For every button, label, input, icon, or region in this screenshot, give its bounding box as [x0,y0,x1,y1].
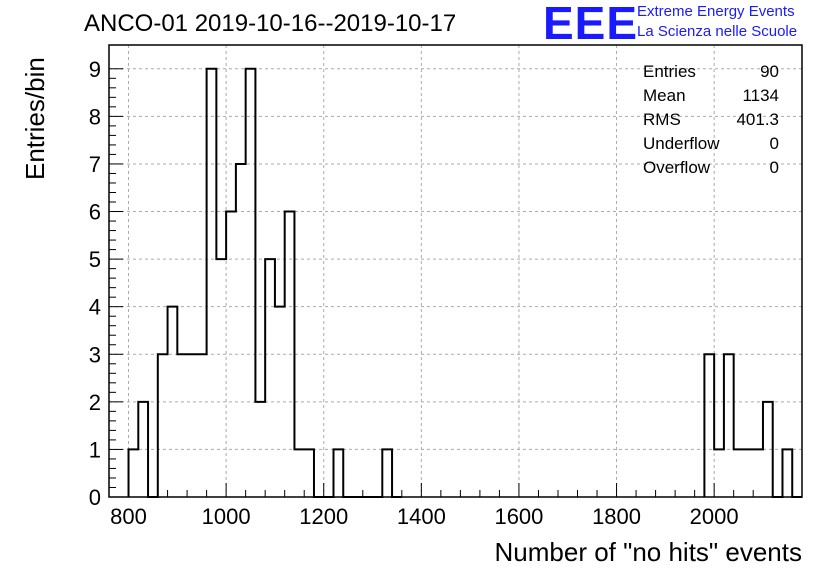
x-tick-label: 2000 [690,504,739,529]
eee-logo: EEE [543,0,639,49]
stat-value: 90 [760,62,779,81]
logo-caption-line2: La Scienza nelle Scuole [637,23,798,40]
y-tick-label: 4 [89,295,101,320]
y-tick-label: 6 [89,200,101,225]
y-tick-label: 9 [89,57,101,82]
stat-value: 0 [769,158,779,177]
stat-label: Entries [643,62,696,81]
y-tick-label: 0 [89,485,101,510]
x-tick-label: 1800 [592,504,641,529]
plot-frame [108,44,803,498]
y-tick-label: 7 [89,152,101,177]
stat-value: 1134 [742,86,779,105]
y-tick-label: 2 [89,390,101,415]
x-tick-label: 1000 [202,504,251,529]
logo-caption-line1: Extreme Energy Events [637,3,795,20]
y-tick-label: 5 [89,247,101,272]
stat-label: Overflow [643,158,711,177]
y-tick-label: 1 [89,437,101,462]
stat-label: Underflow [643,134,720,153]
x-tick-label: 1600 [494,504,543,529]
stat-row-rms: RMS 401.3 [643,108,779,132]
stats-box: Entries 90 Mean 1134 RMS 401.3 Underflow… [643,60,779,180]
histogram-outline [127,67,402,498]
x-axis-label: Number of "no hits" events [494,537,803,567]
stat-value: 0 [769,134,779,153]
x-tick-label: 1400 [397,504,446,529]
stat-row-overflow: Overflow 0 [643,156,779,180]
stat-value: 401.3 [736,110,779,129]
stat-row-underflow: Underflow 0 [643,132,779,156]
x-tick-label: 800 [110,504,147,529]
y-tick-label: 3 [89,342,101,367]
y-axis-label: Entries/bin [20,57,50,180]
x-tick-label: 1200 [299,504,348,529]
chart-title: ANCO-01 2019-10-16--2019-10-17 [84,10,457,37]
y-tick-label: 8 [89,104,101,129]
stat-label: Mean [643,86,686,105]
logo-caption: Extreme Energy Events La Scienza nelle S… [637,2,797,42]
stat-label: RMS [643,110,681,129]
stat-row-mean: Mean 1134 [643,84,779,108]
stat-row-entries: Entries 90 [643,60,779,84]
histogram-outline [703,353,802,498]
